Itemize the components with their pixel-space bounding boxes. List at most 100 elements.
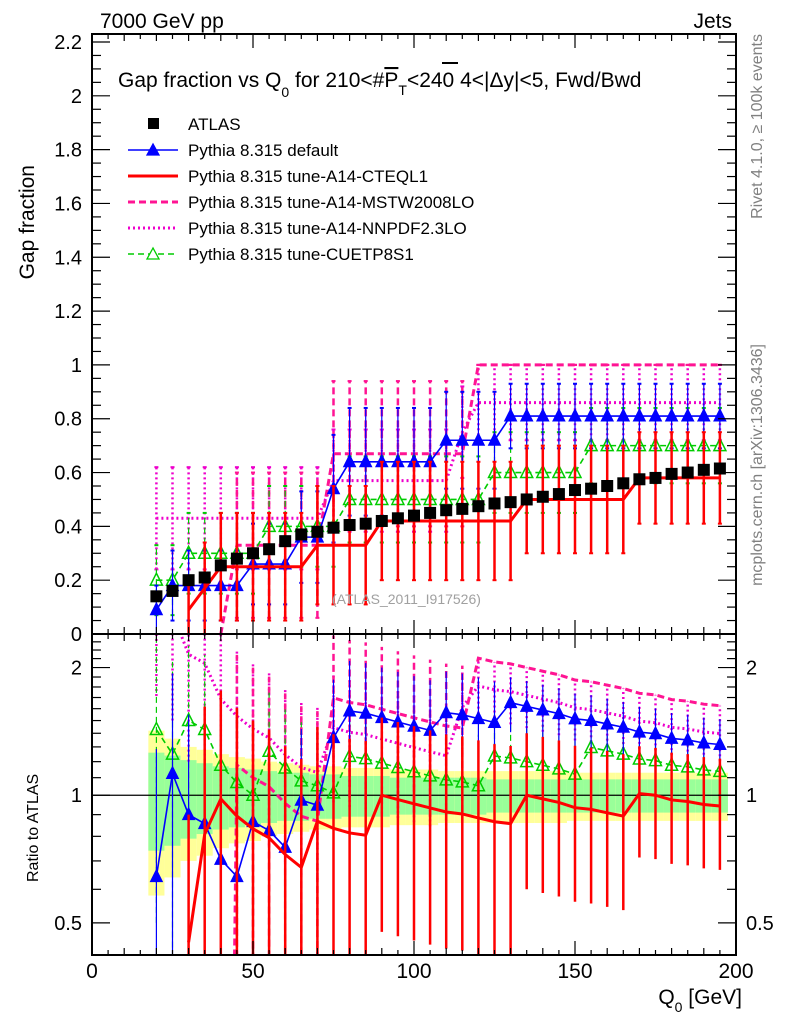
marker-pythia-8-315-default xyxy=(696,407,711,422)
atlas-data-point xyxy=(504,496,517,509)
legend-label: Pythia 8.315 tune-A14-MSTW2008LO xyxy=(188,193,474,212)
ratio-marker-pythia-8-315-default xyxy=(342,702,357,717)
atlas-data-point xyxy=(617,477,630,490)
x-axis-label: Q0 [GeV] xyxy=(658,986,742,1015)
ratio-y-tick-label: 0.5 xyxy=(54,913,82,935)
atlas-data-point xyxy=(681,466,694,479)
y-tick-label: 2 xyxy=(71,86,82,108)
atlas-data-point xyxy=(601,480,614,492)
ratio-y-tick-label-right: 1 xyxy=(746,785,757,807)
ratio-marker-pythia-8-315-default xyxy=(680,731,695,746)
series-line-pythia-8-315-tune-a14-cteql1 xyxy=(187,476,720,611)
y-tick-label: 0.4 xyxy=(54,516,82,538)
marker-pythia-8-315-default xyxy=(632,407,647,422)
x-tick-label: 200 xyxy=(718,960,753,983)
atlas-data-point xyxy=(295,528,308,541)
legend-marker-pythia-8-315-tune-cuetp8s1 xyxy=(145,246,161,260)
ratio-marker-pythia-8-315-default xyxy=(568,710,582,725)
x-tick-label: 0 xyxy=(86,960,98,983)
atlas-data-point xyxy=(536,490,549,503)
legend-marker-atlas xyxy=(148,118,159,129)
ratio-marker-pythia-8-315-default xyxy=(149,868,164,883)
ratio-marker-pythia-8-315-default xyxy=(487,714,502,728)
marker-pythia-8-315-default xyxy=(487,432,502,446)
atlas-data-point xyxy=(552,488,565,501)
series-line-pythia-8-315-tune-a14-nnpdf2-3lo xyxy=(156,401,720,520)
ratio-marker-pythia-8-315-default xyxy=(503,694,518,709)
legend-marker-pythia-8-315-default xyxy=(145,142,161,156)
title-pbar: P xyxy=(384,69,398,92)
ratio-marker-pythia-8-315-default xyxy=(535,701,550,716)
title-sub-T: T xyxy=(398,82,407,98)
ratio-marker-pythia-8-315-default xyxy=(696,734,711,749)
atlas-data-point xyxy=(359,517,372,530)
atlas-data-point xyxy=(488,497,501,510)
atlas-data-point xyxy=(633,473,646,486)
ratio-y-tick-label: 2 xyxy=(71,658,82,680)
series-line-pythia-8-315-tune-a14-mstw2008lo xyxy=(219,363,720,634)
legend-label: ATLAS xyxy=(188,115,241,134)
header-energy-label: 7000 GeV pp xyxy=(100,10,224,33)
ratio-marker-pythia-8-315-default xyxy=(713,736,727,751)
legend: ATLAS Pythia 8.315 default Pythia 8.315 tu… xyxy=(128,115,474,264)
atlas-data-point xyxy=(585,482,598,495)
marker-pythia-8-315-default xyxy=(680,407,695,422)
ratio-marker-pythia-8-315-default xyxy=(471,710,486,725)
marker-pythia-8-315-default xyxy=(342,453,357,468)
atlas-data-point xyxy=(182,574,195,587)
marker-pythia-8-315-default xyxy=(616,407,631,422)
ratio-y-axis-label: Ratio to ATLAS xyxy=(25,774,42,882)
mcplots-label: mcplots.cern.ch [arXiv:1306.3436] xyxy=(749,344,766,586)
atlas-data-point xyxy=(198,571,211,584)
ratio-y-tick-label-right: 2 xyxy=(746,658,757,680)
marker-pythia-8-315-default xyxy=(149,601,164,616)
marker-pythia-8-315-default xyxy=(552,407,566,422)
y-tick-label: 1.4 xyxy=(54,247,82,269)
ratio-marker-pythia-8-315-default xyxy=(165,765,180,780)
marker-pythia-8-315-default xyxy=(713,407,727,422)
legend-label: Pythia 8.315 tune-A14-NNPDF2.3LO xyxy=(188,219,467,238)
marker-pythia-8-315-default xyxy=(439,432,454,446)
atlas-data-point xyxy=(375,514,388,527)
ratio-marker-pythia-8-315-default xyxy=(600,715,615,730)
axes-ticks: 0 50 100 150 200 0 0.2 0.4 0.6 0.8 1 1.2 1.4 1.6 1.8 2 2… xyxy=(54,32,774,983)
atlas-data-point xyxy=(263,543,276,556)
y-tick-label: 1.8 xyxy=(54,140,82,162)
atlas-data-point xyxy=(230,552,243,565)
legend-label: Pythia 8.315 tune-A14-CTEQL1 xyxy=(188,167,428,186)
ratio-marker-pythia-8-315-default xyxy=(664,730,679,744)
ratio-y-tick-label: 1 xyxy=(71,785,82,807)
marker-pythia-8-315-default xyxy=(471,432,486,446)
plot-title: Gap fraction vs Q0 for 210<#PT<240 4<|Δy… xyxy=(118,69,641,100)
ratio-marker-pythia-8-315-default xyxy=(455,706,470,721)
ratio-marker-pythia-8-315-default xyxy=(616,719,631,733)
atlas-data-point xyxy=(649,471,662,484)
atlas-data-point xyxy=(424,506,437,519)
ratio-marker-pythia-8-315-tune-cuetp8s1 xyxy=(149,720,164,736)
atlas-data-point xyxy=(279,535,292,548)
ratio-marker-pythia-8-315-default xyxy=(439,704,454,719)
ratio-line-pythia-8-315-tune-a14-mstw2008lo xyxy=(233,656,721,955)
ratio-marker-pythia-8-315-default xyxy=(358,705,373,719)
ratio-marker-pythia-8-315-default xyxy=(648,725,663,740)
atlas-data-point xyxy=(327,521,340,534)
marker-pythia-8-315-default xyxy=(358,453,373,468)
analysis-id-annotation: (ATLAS_2011_I917526) xyxy=(332,591,481,607)
marker-pythia-8-315-default xyxy=(519,407,534,422)
atlas-data-point xyxy=(456,502,469,515)
ratio-line-pythia-8-315-tune-a14-cteql1 xyxy=(187,792,721,943)
x-axis-label-sub: 0 xyxy=(675,999,683,1015)
y-axis-label: Gap fraction xyxy=(16,165,39,279)
atlas-data-point xyxy=(311,525,324,538)
ratio-marker-pythia-8-315-default xyxy=(584,712,598,727)
atlas-data-point xyxy=(247,547,259,560)
atlas-data-point xyxy=(440,504,453,517)
header-process-label: Jets xyxy=(693,10,732,33)
marker-pythia-8-315-default xyxy=(568,407,582,422)
marker-pythia-8-315-default xyxy=(535,407,550,422)
ratio-marker-pythia-8-315-default xyxy=(552,705,566,720)
y-tick-label: 1.2 xyxy=(54,301,82,323)
atlas-data-point xyxy=(408,509,420,522)
marker-pythia-8-315-default xyxy=(455,432,470,446)
